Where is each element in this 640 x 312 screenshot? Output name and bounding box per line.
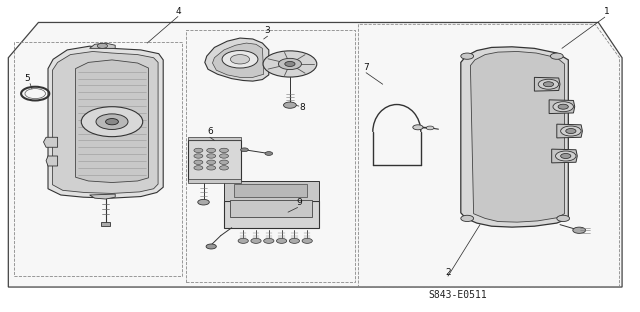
Bar (101, 222, 110, 226)
Text: 3: 3 (265, 26, 270, 35)
Polygon shape (46, 156, 58, 166)
Circle shape (461, 53, 474, 59)
Bar (188, 140, 241, 181)
Text: 4: 4 (175, 7, 180, 16)
Circle shape (278, 58, 301, 70)
Circle shape (265, 152, 273, 155)
Circle shape (207, 154, 216, 158)
Circle shape (207, 166, 216, 170)
Polygon shape (90, 194, 115, 199)
Bar (234, 184, 307, 197)
Circle shape (557, 215, 570, 222)
Polygon shape (552, 149, 577, 163)
Text: 8: 8 (300, 103, 305, 111)
Bar (224, 181, 319, 201)
Text: 2: 2 (445, 268, 451, 277)
Circle shape (230, 55, 250, 64)
Polygon shape (52, 51, 158, 193)
Circle shape (285, 61, 295, 66)
Text: 6: 6 (207, 127, 212, 136)
Circle shape (97, 43, 108, 48)
Polygon shape (557, 124, 582, 138)
Polygon shape (461, 47, 568, 227)
Bar (230, 200, 312, 217)
Circle shape (550, 53, 563, 59)
Circle shape (241, 148, 248, 152)
Circle shape (106, 119, 118, 125)
Circle shape (558, 104, 568, 109)
Polygon shape (205, 38, 269, 81)
Circle shape (413, 125, 423, 130)
Bar (188, 179, 241, 183)
Text: 7: 7 (364, 63, 369, 72)
Circle shape (194, 154, 203, 158)
Circle shape (220, 166, 228, 170)
Circle shape (573, 227, 586, 233)
Circle shape (461, 215, 474, 222)
Bar (188, 137, 241, 140)
Circle shape (289, 238, 300, 243)
Circle shape (194, 148, 203, 153)
Polygon shape (76, 60, 148, 183)
Circle shape (220, 154, 228, 158)
Circle shape (220, 160, 228, 164)
Circle shape (566, 129, 576, 134)
Polygon shape (90, 43, 115, 48)
Circle shape (198, 199, 209, 205)
Circle shape (284, 102, 296, 108)
Circle shape (81, 107, 143, 137)
Circle shape (96, 114, 128, 129)
Circle shape (207, 160, 216, 164)
Circle shape (220, 148, 228, 153)
Circle shape (206, 244, 216, 249)
Circle shape (251, 238, 261, 243)
Circle shape (543, 82, 554, 87)
Circle shape (222, 51, 258, 68)
Polygon shape (48, 46, 163, 198)
Circle shape (561, 126, 581, 136)
Text: 1: 1 (604, 7, 609, 16)
Bar (224, 201, 319, 228)
Text: 9: 9 (297, 197, 302, 207)
Circle shape (238, 238, 248, 243)
Circle shape (426, 126, 434, 130)
Text: 5: 5 (25, 74, 30, 83)
Circle shape (194, 160, 203, 164)
Circle shape (194, 166, 203, 170)
Text: S843-E0511: S843-E0511 (428, 290, 487, 300)
Circle shape (207, 148, 216, 153)
Polygon shape (8, 22, 622, 287)
Circle shape (276, 238, 287, 243)
Circle shape (553, 102, 573, 112)
Polygon shape (212, 43, 264, 77)
Polygon shape (44, 137, 58, 147)
Polygon shape (534, 77, 560, 91)
Polygon shape (549, 100, 575, 114)
Circle shape (302, 238, 312, 243)
Polygon shape (470, 51, 564, 222)
Circle shape (556, 151, 576, 161)
Circle shape (561, 154, 571, 158)
Circle shape (263, 51, 317, 77)
Circle shape (264, 238, 274, 243)
Circle shape (538, 79, 559, 89)
